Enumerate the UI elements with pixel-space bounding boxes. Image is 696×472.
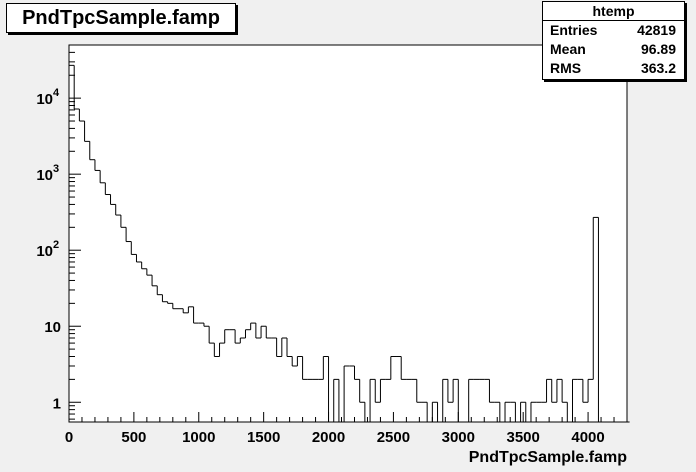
x-tick-label: 3000 [442,429,475,446]
x-tick-label: 0 [65,429,73,446]
y-tick-exponent: 3 [53,163,59,175]
y-tick-label: 1 [53,395,61,412]
x-axis-title: PndTpcSample.famp [469,449,627,466]
x-tick-label: 2000 [312,429,345,446]
stats-label: Entries [550,22,598,38]
stats-value: 96.89 [640,41,676,57]
y-tick-label: 10 [36,243,53,260]
y-tick-exponent: 4 [53,87,60,99]
stats-row-entries: Entries 42819 [543,21,684,40]
y-tick-label: 10 [44,319,61,336]
y-tick-exponent: 2 [53,239,59,251]
x-tick-label: 2500 [377,429,410,446]
x-tick-label: 500 [121,429,146,446]
stats-value: 363.2 [640,60,676,76]
stats-label: Mean [550,41,586,57]
stats-label: RMS [550,60,582,76]
x-tick-label: 1500 [247,429,280,446]
stats-box: htemp Entries 42819 Mean 96.89 RMS 363.2 [542,1,685,80]
y-tick-label: 10 [36,91,53,108]
plot-frame [68,44,628,423]
stats-name: htemp [543,2,684,21]
x-tick-label: 4000 [571,429,604,446]
chart-title: PndTpcSample.famp [6,3,236,33]
x-tick-label: 1000 [182,429,215,446]
stats-row-mean: Mean 96.89 [543,40,684,59]
y-tick-label: 10 [36,167,53,184]
x-tick-label: 3500 [506,429,539,446]
stats-row-rms: RMS 363.2 [543,59,684,78]
stats-value: 42819 [637,22,676,38]
